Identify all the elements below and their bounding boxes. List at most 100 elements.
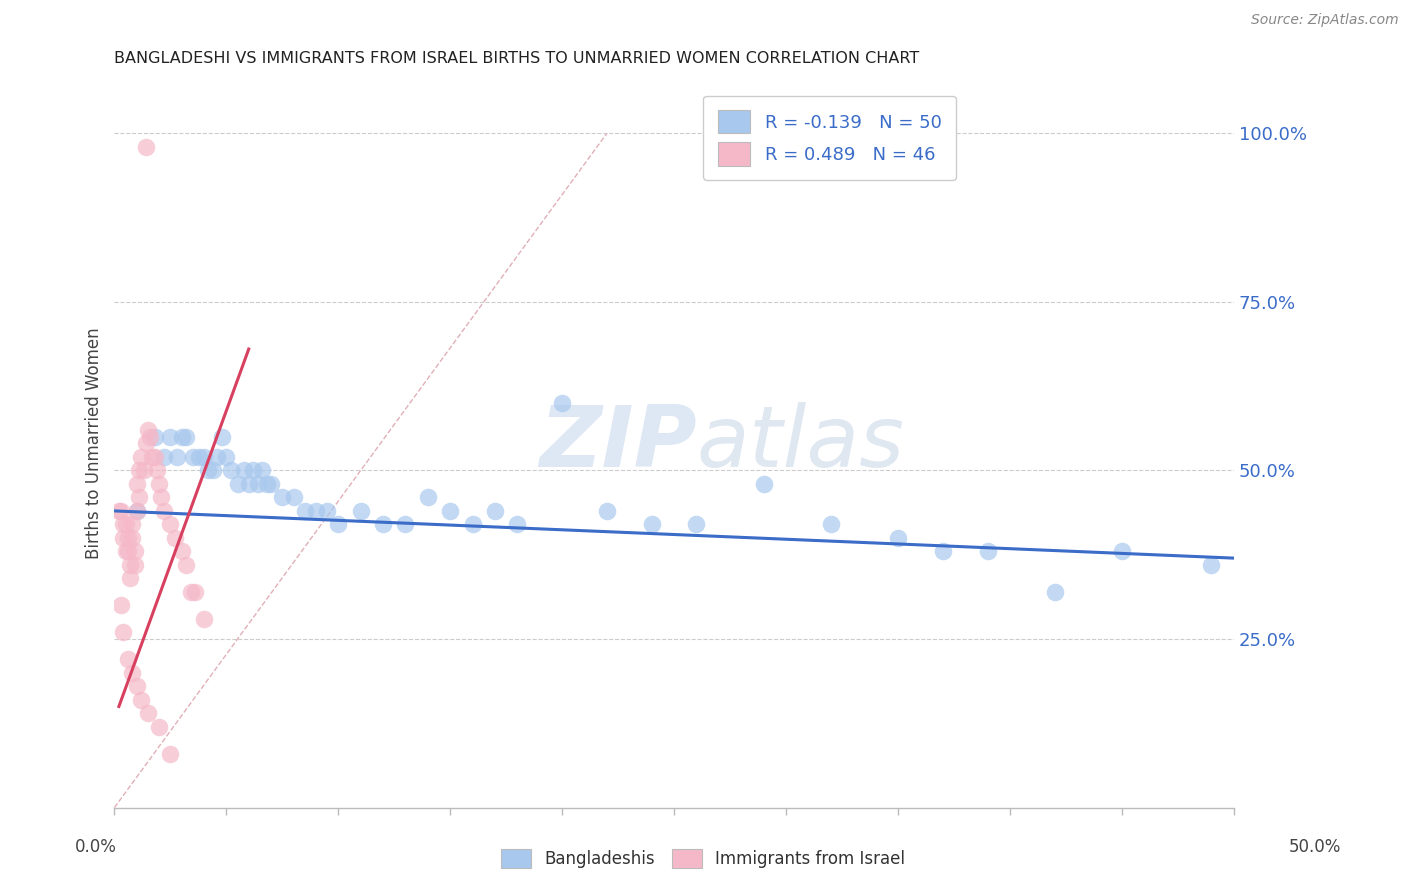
Point [238,477,260,491]
Point [148,477,170,491]
Point [143,430,166,444]
Point [148,720,170,734]
Point [117,652,139,666]
Point [170,430,193,444]
Point [551,396,574,410]
Point [124,544,146,558]
Point [184,584,207,599]
Point [117,544,139,558]
Point [461,517,484,532]
Point [193,612,215,626]
Point [416,491,439,505]
Point [193,450,215,464]
Point [641,517,664,532]
Y-axis label: Births to Unmarried Women: Births to Unmarried Women [86,327,103,559]
Point [242,463,264,477]
Point [506,517,529,532]
Point [246,477,269,491]
Point [211,430,233,444]
Point [108,504,131,518]
Point [139,430,162,444]
Point [110,504,132,518]
Point [150,491,173,505]
Point [371,517,394,532]
Point [132,463,155,477]
Point [294,504,316,518]
Point [233,463,256,477]
Point [350,504,373,518]
Legend: R = -0.139   N = 50, R = 0.489   N = 46: R = -0.139 N = 50, R = 0.489 N = 46 [703,95,956,180]
Point [328,517,350,532]
Point [685,517,707,532]
Point [174,558,197,572]
Point [114,544,136,558]
Point [250,463,273,477]
Point [143,450,166,464]
Point [181,450,204,464]
Point [188,450,211,464]
Point [394,517,416,532]
Point [135,140,157,154]
Point [887,531,910,545]
Point [121,531,143,545]
Point [283,491,305,505]
Point [120,558,142,572]
Point [820,517,842,532]
Point [260,477,283,491]
Point [1201,558,1223,572]
Point [129,450,152,464]
Point [125,679,148,693]
Point [271,491,294,505]
Point [159,430,181,444]
Point [596,504,619,518]
Point [112,517,135,532]
Point [976,544,998,558]
Point [136,706,159,721]
Point [170,544,193,558]
Point [201,463,224,477]
Point [125,477,148,491]
Point [125,504,148,518]
Point [180,584,202,599]
Point [112,531,135,545]
Point [484,504,506,518]
Point [136,423,159,437]
Point [121,665,143,680]
Point [1111,544,1133,558]
Text: 50.0%: 50.0% [1288,838,1341,855]
Point [159,747,181,761]
Point [124,558,146,572]
Point [110,599,132,613]
Text: 0.0%: 0.0% [75,838,117,855]
Point [215,450,238,464]
Text: BANGLADESHI VS IMMIGRANTS FROM ISRAEL BIRTHS TO UNMARRIED WOMEN CORRELATION CHAR: BANGLADESHI VS IMMIGRANTS FROM ISRAEL BI… [114,51,920,66]
Text: Source: ZipAtlas.com: Source: ZipAtlas.com [1251,13,1399,28]
Point [166,450,188,464]
Point [305,504,328,518]
Point [226,477,249,491]
Point [932,544,955,558]
Point [439,504,461,518]
Point [174,430,197,444]
Point [256,477,278,491]
Point [125,504,148,518]
Point [141,450,163,464]
Point [219,463,242,477]
Legend: Bangladeshis, Immigrants from Israel: Bangladeshis, Immigrants from Israel [495,842,911,875]
Point [129,692,152,706]
Point [114,517,136,532]
Point [197,463,219,477]
Point [120,571,142,585]
Point [121,517,143,532]
Point [146,463,169,477]
Point [135,436,157,450]
Point [207,450,229,464]
Point [128,463,150,477]
Point [159,517,181,532]
Point [1043,584,1066,599]
Point [128,491,150,505]
Point [152,504,174,518]
Point [117,531,139,545]
Point [152,450,174,464]
Text: ZIP: ZIP [538,402,696,485]
